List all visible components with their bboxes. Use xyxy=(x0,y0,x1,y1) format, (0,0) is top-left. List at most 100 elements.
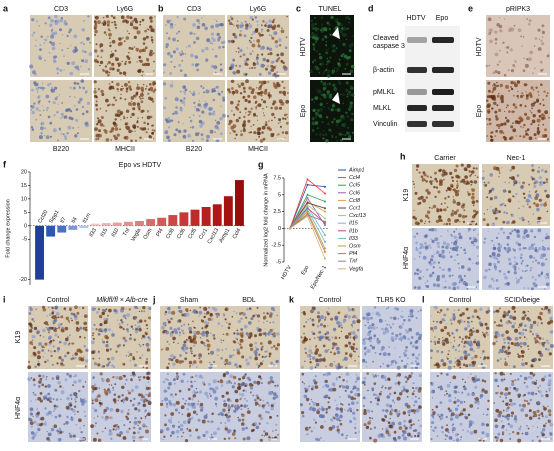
cell xyxy=(108,429,112,433)
cell xyxy=(311,401,314,403)
cell xyxy=(541,42,545,46)
cell xyxy=(80,431,83,434)
cell xyxy=(509,176,512,179)
cell xyxy=(369,344,373,347)
cell xyxy=(533,337,537,340)
cell xyxy=(243,127,246,130)
cell xyxy=(537,322,539,324)
cell xyxy=(537,170,540,174)
cell xyxy=(334,336,338,340)
cell xyxy=(525,91,527,93)
cell xyxy=(103,408,107,413)
cell xyxy=(351,326,354,328)
cell xyxy=(413,411,416,414)
cell xyxy=(493,83,496,86)
cell xyxy=(369,419,372,422)
cell xyxy=(465,340,470,345)
cell xyxy=(78,389,81,393)
cell xyxy=(258,353,261,356)
cell xyxy=(260,84,263,87)
cell xyxy=(309,353,311,356)
cell xyxy=(60,117,63,119)
cell xyxy=(324,81,327,84)
cell xyxy=(36,407,39,410)
cell xyxy=(541,113,545,117)
cell xyxy=(508,337,512,341)
cell xyxy=(481,176,485,180)
cell xyxy=(212,389,217,394)
cell xyxy=(138,310,141,313)
cell xyxy=(495,392,498,395)
cell xyxy=(504,350,508,354)
cell xyxy=(483,275,487,280)
cell xyxy=(319,98,322,100)
cell xyxy=(311,117,315,121)
cell xyxy=(193,340,198,345)
cell xyxy=(170,119,174,122)
cell xyxy=(494,70,498,74)
cell xyxy=(96,55,99,57)
cell xyxy=(102,68,104,71)
cell xyxy=(385,427,389,431)
cell xyxy=(176,436,179,438)
cell xyxy=(71,342,74,345)
cell xyxy=(200,85,203,88)
cell xyxy=(475,261,480,265)
cell xyxy=(84,59,89,64)
panel-title: pRIPK3 xyxy=(506,6,530,13)
cell xyxy=(523,196,526,199)
cell xyxy=(259,94,261,96)
cell xyxy=(332,384,336,387)
y-tick-label: 15 xyxy=(21,183,27,189)
cell xyxy=(416,362,420,366)
cell xyxy=(460,412,464,416)
cell xyxy=(506,243,509,246)
cell xyxy=(129,88,133,91)
cell xyxy=(518,404,522,407)
cell xyxy=(487,307,490,310)
cell xyxy=(387,386,391,390)
stain-label: Ly6G xyxy=(117,6,133,13)
cell xyxy=(458,282,460,284)
column-label: Control xyxy=(47,297,70,304)
cell xyxy=(309,406,312,409)
cell xyxy=(497,123,502,128)
cell xyxy=(314,27,318,31)
cell xyxy=(436,275,440,279)
cell xyxy=(532,114,536,118)
cell xyxy=(123,19,125,21)
cell xyxy=(544,189,547,193)
cell xyxy=(232,354,235,357)
cell xyxy=(323,318,327,321)
cell xyxy=(95,108,99,111)
cell xyxy=(245,426,248,430)
cell xyxy=(72,127,74,129)
cell xyxy=(537,28,541,32)
cell xyxy=(189,330,193,334)
cell xyxy=(428,228,432,232)
cell xyxy=(182,343,187,348)
cell xyxy=(316,315,320,319)
cell xyxy=(400,315,404,319)
cell xyxy=(325,372,329,377)
cell xyxy=(503,73,507,77)
cell xyxy=(267,81,270,83)
cell xyxy=(63,69,65,71)
cell xyxy=(66,372,69,376)
cell xyxy=(118,64,121,67)
cell xyxy=(126,55,129,58)
cell xyxy=(195,387,198,390)
cell xyxy=(530,243,534,247)
cell xyxy=(59,385,62,388)
cell xyxy=(140,398,144,402)
cell xyxy=(116,319,119,321)
cell xyxy=(132,435,136,440)
cell xyxy=(308,349,313,353)
cell xyxy=(415,168,419,171)
cell xyxy=(536,324,539,326)
cell xyxy=(444,434,447,436)
cell xyxy=(67,319,70,322)
cell xyxy=(224,363,227,366)
cell xyxy=(348,341,352,345)
cell xyxy=(142,97,144,100)
